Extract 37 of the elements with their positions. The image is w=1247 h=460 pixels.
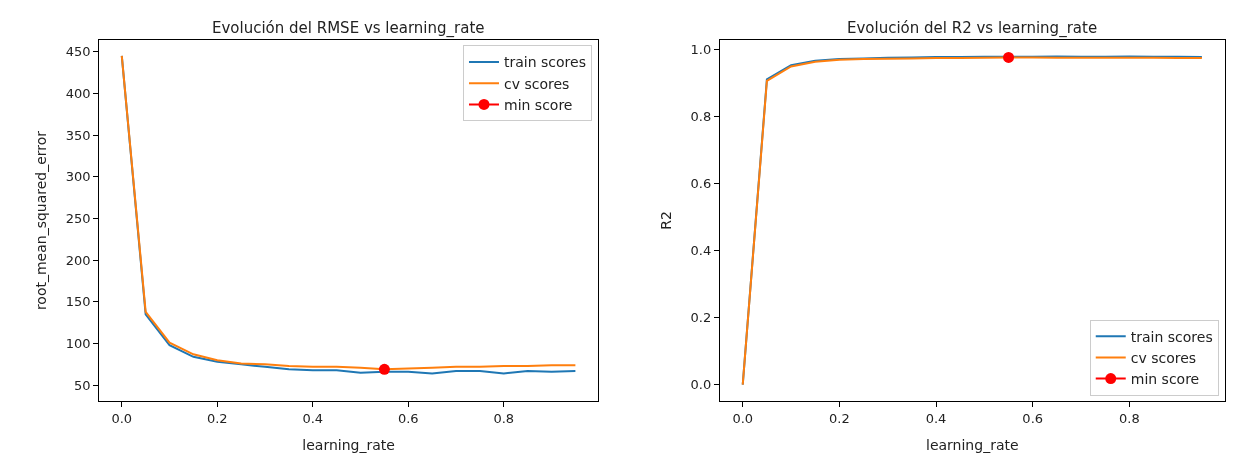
y-tick-label: 0.8 <box>690 108 712 124</box>
legend-label: min score <box>503 96 573 113</box>
legend-label: cv scores <box>503 75 570 92</box>
y-tick-label: 50 <box>73 377 91 393</box>
legend-label: min score <box>1130 371 1200 388</box>
y-axis-title: root_mean_squared_error <box>33 130 50 311</box>
chart-title: Evolución del RMSE vs learning_rate <box>212 19 485 38</box>
x-tick-label: 0.2 <box>206 410 228 426</box>
x-tick-label: 0.2 <box>829 410 850 426</box>
y-tick-label: 300 <box>65 169 91 185</box>
y-tick-label: 0.0 <box>690 377 712 393</box>
y-tick-label: 150 <box>65 294 91 310</box>
x-tick-label: 0.0 <box>732 410 754 426</box>
y-tick-label: 0.2 <box>690 310 712 326</box>
y-tick-label: 1.0 <box>690 41 712 57</box>
x-tick-label: 0.4 <box>925 410 947 426</box>
x-tick-label: 0.0 <box>111 410 133 426</box>
legend-label: train scores <box>503 54 586 71</box>
chart-title: Evolución del R2 vs learning_rate <box>847 19 1098 38</box>
x-tick-label: 0.4 <box>302 410 324 426</box>
y-axis-title: R2 <box>658 211 675 230</box>
y-tick-label: 400 <box>65 85 91 101</box>
y-tick-label: 350 <box>65 127 91 143</box>
x-tick-label: 0.8 <box>493 410 515 426</box>
x-tick-label: 0.6 <box>397 410 419 426</box>
x-axis-title: learning_rate <box>926 436 1019 453</box>
legend-label: cv scores <box>1130 349 1197 366</box>
y-tick-label: 0.6 <box>690 175 712 191</box>
y-tick-label: 200 <box>65 252 91 268</box>
y-tick-label: 100 <box>65 336 91 352</box>
legend-label: train scores <box>1130 328 1213 345</box>
x-axis-title: learning_rate <box>302 436 395 453</box>
y-tick-label: 250 <box>65 210 91 226</box>
y-tick-label: 0.4 <box>690 242 712 258</box>
y-tick-label: 450 <box>65 44 91 60</box>
x-tick-label: 0.6 <box>1022 410 1044 426</box>
x-tick-label: 0.8 <box>1119 410 1140 426</box>
